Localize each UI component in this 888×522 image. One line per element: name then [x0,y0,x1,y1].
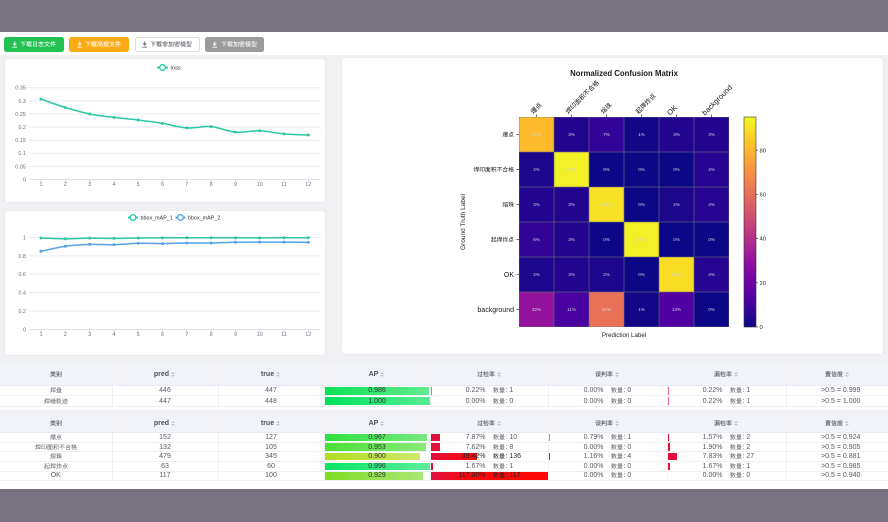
svg-text:2%: 2% [673,202,680,207]
svg-text:6: 6 [161,182,164,188]
svg-text:0%: 0% [708,307,715,312]
svg-text:Normalized Confusion Matrix: Normalized Confusion Matrix [570,69,679,78]
svg-text:12: 12 [305,182,311,188]
svg-text:0.15: 0.15 [15,138,26,144]
svg-text:OK: OK [665,103,679,117]
svg-text:Ground Truth Label: Ground Truth Label [460,193,467,250]
svg-text:0.1: 0.1 [18,151,26,157]
svg-text:3%: 3% [533,202,540,207]
svg-text:80: 80 [760,148,766,154]
svg-text:93%: 93% [567,167,576,172]
svg-text:0.6: 0.6 [18,272,26,278]
svg-text:0: 0 [23,327,26,333]
svg-text:2: 2 [64,182,67,188]
svg-text:2%: 2% [533,272,540,277]
svg-text:9: 9 [234,332,237,338]
svg-text:OK: OK [504,272,514,279]
svg-text:bbox_mAP_1: bbox_mAP_1 [141,216,173,222]
svg-text:3%: 3% [568,202,575,207]
svg-text:4%: 4% [708,202,715,207]
svg-text:0%: 0% [603,167,610,172]
svg-text:0%: 0% [673,237,680,242]
svg-text:0.2: 0.2 [18,125,26,131]
svg-text:0%: 0% [638,167,645,172]
svg-text:11: 11 [281,332,287,338]
svg-text:40: 40 [760,237,766,243]
svg-text:5: 5 [137,182,140,188]
svg-text:81%: 81% [532,132,541,137]
svg-text:6: 6 [161,332,164,338]
svg-text:20: 20 [760,281,766,287]
svg-text:4: 4 [112,332,115,338]
svg-text:0.8: 0.8 [18,254,26,260]
svg-text:background: background [700,83,734,117]
svg-text:6%: 6% [533,237,540,242]
svg-text:7: 7 [185,182,188,188]
svg-text:1%: 1% [638,132,645,137]
svg-text:2%: 2% [533,167,540,172]
svg-text:0.2: 0.2 [18,309,26,315]
svg-text:61%: 61% [602,307,611,312]
svg-text:4: 4 [112,182,115,188]
svg-text:3%: 3% [568,272,575,277]
svg-text:32%: 32% [532,307,541,312]
svg-text:0.35: 0.35 [15,86,26,92]
svg-text:4%: 4% [708,167,715,172]
svg-text:10: 10 [257,182,263,188]
svg-text:1: 1 [23,235,26,241]
svg-text:1: 1 [39,182,42,188]
svg-text:0%: 0% [603,237,610,242]
svg-text:7: 7 [185,332,188,338]
svg-text:0%: 0% [673,167,680,172]
svg-text:0.05: 0.05 [15,164,26,170]
svg-text:2%: 2% [603,272,610,277]
svg-text:90%: 90% [602,202,611,207]
svg-text:4%: 4% [708,272,715,277]
svg-text:3%: 3% [568,132,575,137]
svg-text:8: 8 [210,332,213,338]
svg-text:3%: 3% [673,132,680,137]
svg-text:5: 5 [137,332,140,338]
svg-text:0: 0 [23,177,26,183]
svg-text:3: 3 [88,332,91,338]
svg-text:0.25: 0.25 [15,112,26,118]
svg-text:9: 9 [234,182,237,188]
svg-text:Prediction Label: Prediction Label [602,332,646,339]
svg-text:0.3: 0.3 [18,99,26,105]
svg-text:11: 11 [281,182,287,188]
svg-text:60: 60 [760,193,766,199]
svg-text:0.4: 0.4 [18,291,26,297]
svg-text:1: 1 [39,332,42,338]
svg-text:0: 0 [760,325,763,331]
svg-text:3%: 3% [708,132,715,137]
svg-text:0%: 0% [638,272,645,277]
svg-text:1%: 1% [638,307,645,312]
svg-text:0%: 0% [708,237,715,242]
svg-text:11%: 11% [567,307,576,312]
svg-text:3%: 3% [568,237,575,242]
svg-text:2: 2 [64,332,67,338]
svg-text:12: 12 [305,332,311,338]
svg-text:8: 8 [210,182,213,188]
svg-text:89%: 89% [672,272,681,277]
svg-text:93%: 93% [637,237,646,242]
svg-text:background: background [477,307,514,314]
svg-text:0%: 0% [638,202,645,207]
svg-text:3: 3 [88,182,91,188]
svg-text:bbox_mAP_2: bbox_mAP_2 [188,216,220,222]
svg-text:loss: loss [171,66,181,72]
svg-text:10: 10 [257,332,263,338]
svg-text:7%: 7% [603,132,610,137]
svg-text:13%: 13% [672,307,681,312]
